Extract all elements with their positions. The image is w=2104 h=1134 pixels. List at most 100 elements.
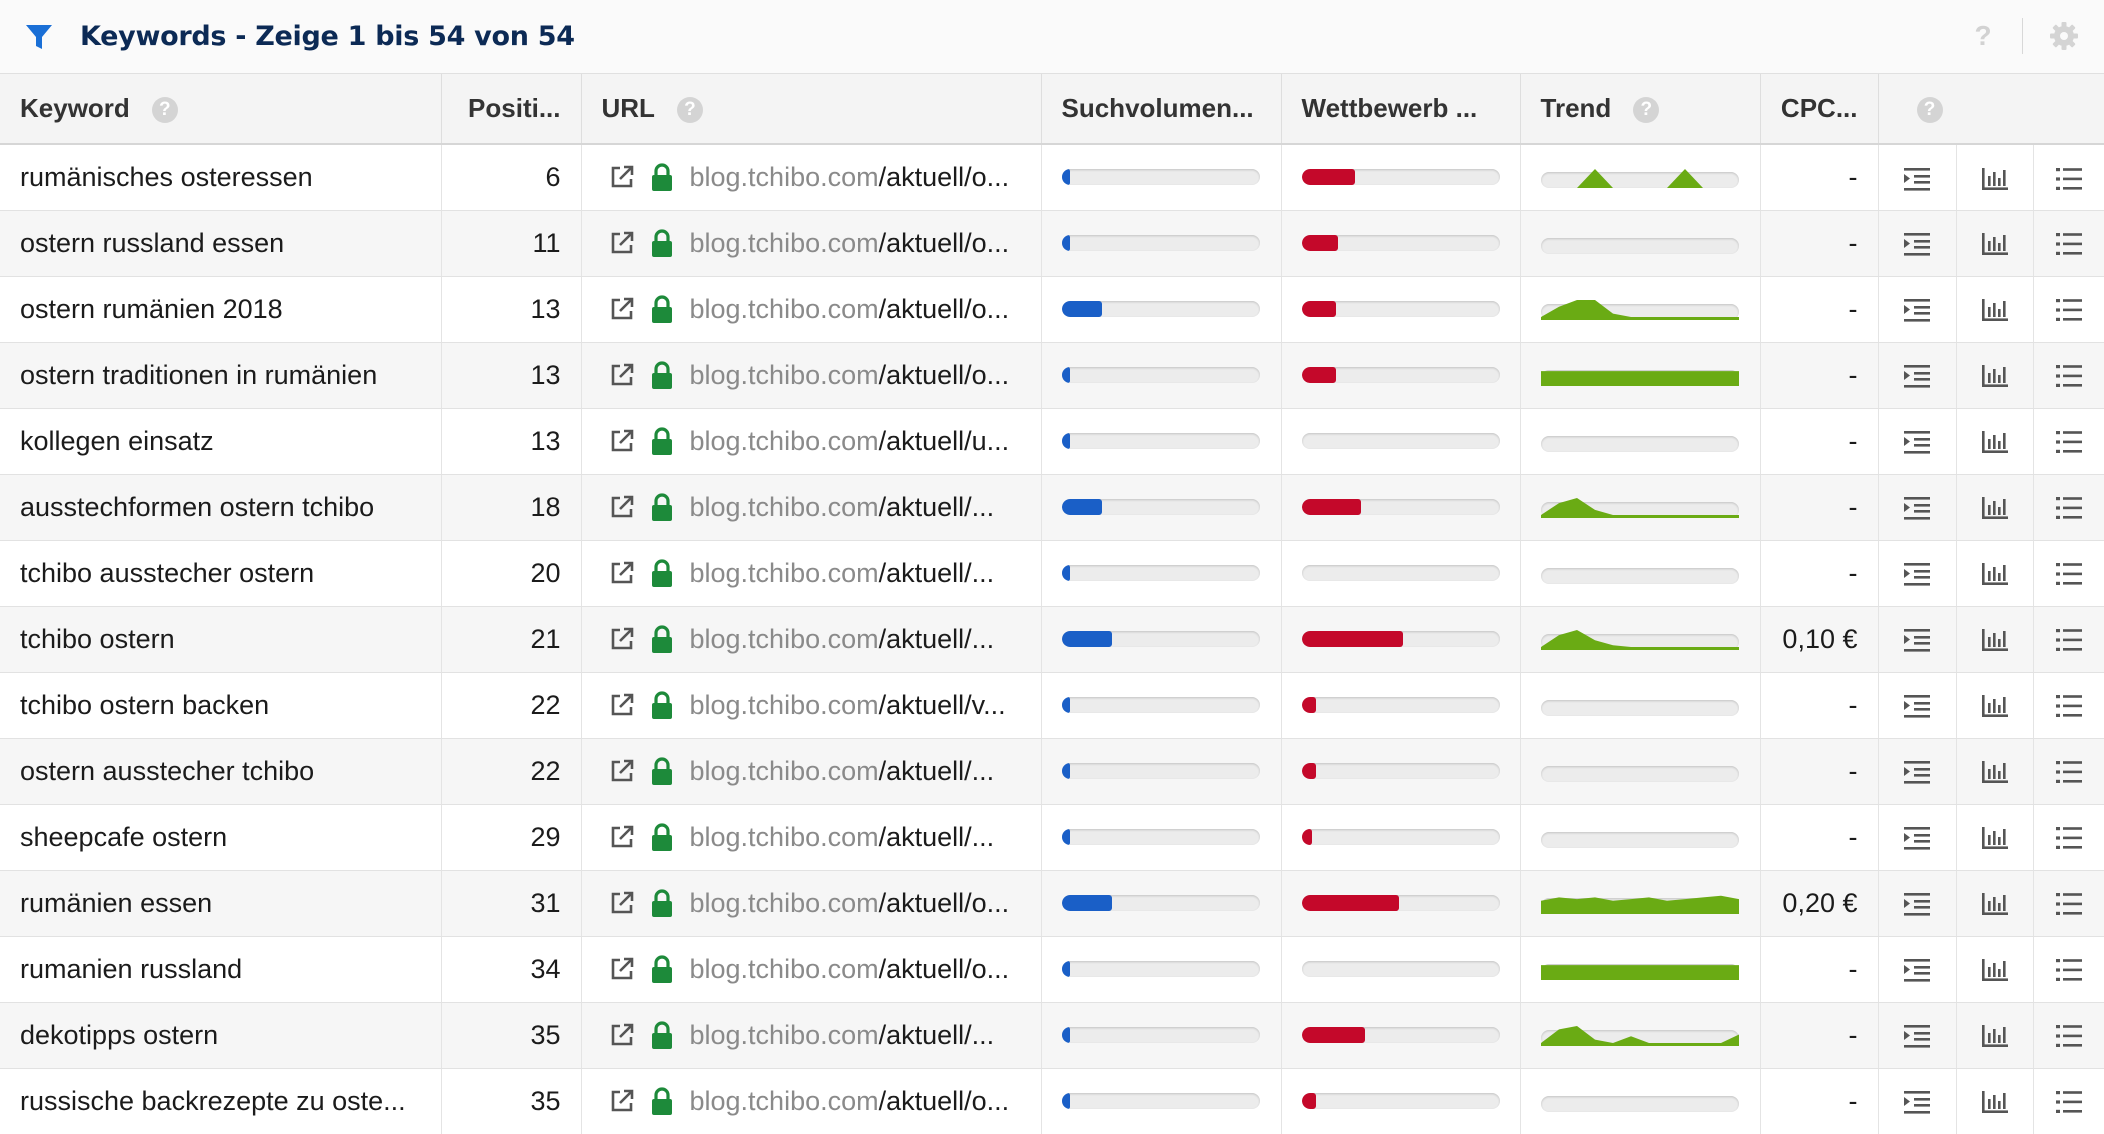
external-link-icon[interactable] (608, 823, 636, 851)
list-icon[interactable] (2055, 231, 2083, 257)
external-link-icon[interactable] (608, 625, 636, 653)
help-icon[interactable]: ? (1916, 97, 1943, 123)
rankings-action[interactable] (1878, 408, 1957, 475)
chart-icon[interactable] (1981, 297, 2009, 323)
rankings-action[interactable] (1878, 342, 1957, 409)
rankings-icon[interactable] (1903, 957, 1931, 983)
url-link[interactable]: blog.tchibo.com/aktuell/v... (689, 689, 1006, 720)
external-link-icon[interactable] (608, 757, 636, 785)
url-link[interactable]: blog.tchibo.com/aktuell/o... (689, 359, 1010, 390)
chart-icon[interactable] (1981, 759, 2009, 785)
chart-icon[interactable] (1981, 166, 2009, 192)
table-row[interactable]: tchibo ostern 21 blog.tchibo.com/aktuell/.… (0, 606, 2104, 673)
keyword-cell[interactable]: ostern rumänien 2018 (0, 276, 442, 343)
chart-action[interactable] (1956, 672, 2034, 739)
list-action[interactable] (2033, 408, 2104, 475)
list-action[interactable] (2033, 936, 2104, 1003)
url-link[interactable]: blog.tchibo.com/aktuell/... (689, 557, 995, 588)
list-action[interactable] (2033, 210, 2104, 277)
chart-icon[interactable] (1981, 693, 2009, 719)
table-row[interactable]: rumänien essen 31 blog.tchibo.com/aktuell/… (0, 870, 2104, 937)
list-icon[interactable] (2055, 561, 2083, 587)
url-link[interactable]: blog.tchibo.com/aktuell/... (689, 491, 995, 522)
url-link[interactable]: blog.tchibo.com/aktuell/... (689, 755, 995, 786)
chart-icon[interactable] (1981, 429, 2009, 455)
url-link[interactable]: blog.tchibo.com/aktuell/o... (689, 953, 1010, 984)
chart-action[interactable] (1956, 144, 2034, 211)
rankings-action[interactable] (1878, 606, 1957, 673)
chart-icon[interactable] (1981, 363, 2009, 389)
external-link-icon[interactable] (608, 955, 636, 983)
chart-action[interactable] (1956, 804, 2034, 871)
rankings-icon[interactable] (1903, 429, 1931, 455)
rankings-action[interactable] (1878, 210, 1957, 277)
table-row[interactable]: ostern ausstecher tchibo 22 blog.tchibo.co… (0, 738, 2104, 805)
chart-action[interactable] (1956, 474, 2034, 541)
chart-action[interactable] (1956, 606, 2034, 673)
list-icon[interactable] (2055, 825, 2083, 851)
chart-icon[interactable] (1981, 561, 2009, 587)
help-icon[interactable]: ? (151, 97, 178, 123)
list-action[interactable] (2033, 606, 2104, 673)
rankings-action[interactable] (1878, 870, 1957, 937)
url-link[interactable]: blog.tchibo.com/aktuell/o... (689, 293, 1010, 324)
external-link-icon[interactable] (608, 229, 636, 257)
chart-action[interactable] (1956, 936, 2034, 1003)
external-link-icon[interactable] (608, 1021, 636, 1049)
rankings-action[interactable] (1878, 936, 1957, 1003)
rankings-icon[interactable] (1903, 231, 1931, 257)
rankings-icon[interactable] (1903, 1089, 1931, 1115)
chart-action[interactable] (1956, 540, 2034, 607)
table-row[interactable]: kollegen einsatz 13 blog.tchibo.com/aktuel… (0, 408, 2104, 475)
rankings-action[interactable] (1878, 144, 1957, 211)
table-row[interactable]: ostern rumänien 2018 13 blog.tchibo.com/ak… (0, 276, 2104, 343)
keyword-cell[interactable]: ostern russland essen (0, 210, 442, 277)
url-link[interactable]: blog.tchibo.com/aktuell/o... (689, 1085, 1010, 1116)
list-icon[interactable] (2055, 297, 2083, 323)
rankings-action[interactable] (1878, 474, 1957, 541)
url-link[interactable]: blog.tchibo.com/aktuell/... (689, 1019, 995, 1050)
url-link[interactable]: blog.tchibo.com/aktuell/o... (689, 161, 1010, 192)
url-link[interactable]: blog.tchibo.com/aktuell/u... (689, 425, 1010, 456)
keyword-cell[interactable]: ausstechformen ostern tchibo (0, 474, 442, 541)
rankings-icon[interactable] (1903, 627, 1931, 653)
chart-icon[interactable] (1981, 891, 2009, 917)
chart-icon[interactable] (1981, 1023, 2009, 1049)
list-icon[interactable] (2055, 429, 2083, 455)
list-icon[interactable] (2055, 891, 2083, 917)
keyword-cell[interactable]: tchibo ostern backen (0, 672, 442, 739)
list-icon[interactable] (2055, 166, 2083, 192)
chart-action[interactable] (1956, 870, 2034, 937)
chart-action[interactable] (1956, 342, 2034, 409)
rankings-action[interactable] (1878, 738, 1957, 805)
keyword-cell[interactable]: tchibo ostern (0, 606, 442, 673)
rankings-action[interactable] (1878, 1068, 1957, 1134)
gear-icon[interactable] (2048, 20, 2080, 52)
table-row[interactable]: rumänisches osteressen 6 blog.tchibo.com/a… (0, 144, 2104, 211)
external-link-icon[interactable] (608, 889, 636, 917)
external-link-icon[interactable] (608, 1087, 636, 1115)
url-link[interactable]: blog.tchibo.com/aktuell/o... (689, 227, 1010, 258)
keyword-cell[interactable]: rumänisches osteressen (0, 144, 442, 211)
list-action[interactable] (2033, 276, 2104, 343)
chart-action[interactable] (1956, 1068, 2034, 1134)
rankings-action[interactable] (1878, 1002, 1957, 1069)
list-icon[interactable] (2055, 759, 2083, 785)
list-icon[interactable] (2055, 363, 2083, 389)
column-header-trend[interactable]: Trend? (1520, 74, 1761, 145)
external-link-icon[interactable] (608, 295, 636, 323)
table-row[interactable]: sheepcafe ostern 29 blog.tchibo.com/aktuel… (0, 804, 2104, 871)
chart-icon[interactable] (1981, 1089, 2009, 1115)
list-icon[interactable] (2055, 627, 2083, 653)
rankings-icon[interactable] (1903, 693, 1931, 719)
list-action[interactable] (2033, 1002, 2104, 1069)
keyword-cell[interactable]: rumanien russland (0, 936, 442, 1003)
external-link-icon[interactable] (608, 427, 636, 455)
list-action[interactable] (2033, 540, 2104, 607)
table-row[interactable]: dekotipps ostern 35 blog.tchibo.com/aktuel… (0, 1002, 2104, 1069)
column-header-keyword[interactable]: Keyword? (0, 74, 442, 145)
rankings-icon[interactable] (1903, 363, 1931, 389)
rankings-action[interactable] (1878, 540, 1957, 607)
chart-action[interactable] (1956, 210, 2034, 277)
table-row[interactable]: ostern traditionen in rumänien 13 blog.tch… (0, 342, 2104, 409)
